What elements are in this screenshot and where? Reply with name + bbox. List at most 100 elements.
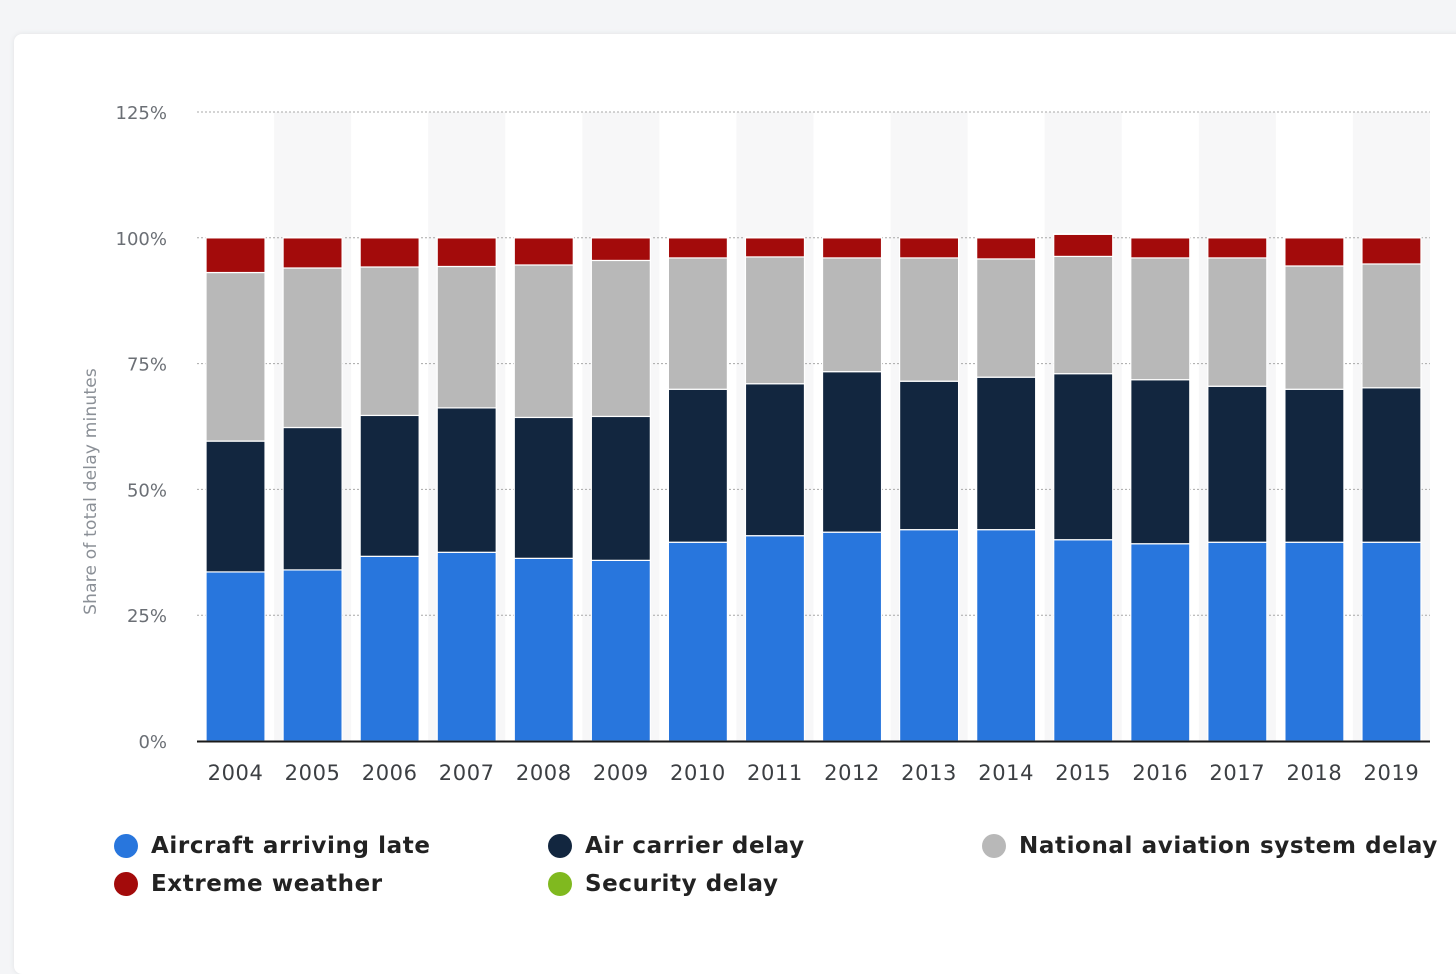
bar-2015-aircraft-arriving-late[interactable] xyxy=(1053,539,1114,742)
bar-2014-national-aviation-system-delay[interactable] xyxy=(976,258,1037,378)
bar-2016-aircraft-arriving-late[interactable] xyxy=(1130,543,1191,742)
bar-2012-national-aviation-system-delay[interactable] xyxy=(821,257,883,373)
legend: Aircraft arriving late Air carrier delay N… xyxy=(114,833,1438,897)
bar-2010-extreme-weather[interactable] xyxy=(667,237,729,259)
bar-2004-aircraft-arriving-late[interactable] xyxy=(205,571,266,742)
bar-2019-air-carrier-delay[interactable] xyxy=(1361,387,1422,543)
bar-2013-air-carrier-delay[interactable] xyxy=(898,380,960,531)
bar-2009-security-delay[interactable] xyxy=(590,236,651,239)
bar-2007-national-aviation-system-delay[interactable] xyxy=(436,265,497,409)
legend-item-air-carrier-delay[interactable]: Air carrier delay xyxy=(548,833,805,859)
legend-item-extreme-weather[interactable]: Extreme weather xyxy=(114,871,383,897)
bar-2008-national-aviation-system-delay[interactable] xyxy=(513,264,574,419)
bar-2010-security-delay[interactable] xyxy=(667,236,729,239)
bar-2018-air-carrier-delay[interactable] xyxy=(1284,388,1345,543)
bar-2004-air-carrier-delay[interactable] xyxy=(205,440,266,573)
bar-2006-aircraft-arriving-late[interactable] xyxy=(359,555,420,742)
bar-2015-national-aviation-system-delay[interactable] xyxy=(1053,255,1114,375)
bar-2009-air-carrier-delay[interactable] xyxy=(590,415,651,561)
bar-2018-extreme-weather[interactable] xyxy=(1284,237,1345,267)
legend-label: National aviation system delay xyxy=(1019,833,1438,859)
legend-item-security-delay[interactable]: Security delay xyxy=(548,871,779,897)
bar-2006-security-delay[interactable] xyxy=(359,236,420,239)
bar-2008-aircraft-arriving-late[interactable] xyxy=(513,557,574,742)
x-tick-label: 2012 xyxy=(824,761,880,785)
bar-2005-air-carrier-delay[interactable] xyxy=(282,426,343,571)
bar-2012-security-delay[interactable] xyxy=(821,236,883,239)
bar-2017-air-carrier-delay[interactable] xyxy=(1207,385,1268,543)
bar-2005-national-aviation-system-delay[interactable] xyxy=(282,267,343,429)
bar-2019-extreme-weather[interactable] xyxy=(1361,237,1422,265)
bar-2007-aircraft-arriving-late[interactable] xyxy=(436,551,497,742)
bar-2007-air-carrier-delay[interactable] xyxy=(436,407,497,553)
bar-2016-air-carrier-delay[interactable] xyxy=(1130,379,1191,545)
y-axis-ticks: 0% 25% 50% 75% 100% 125% xyxy=(116,103,167,753)
bar-2019-security-delay[interactable] xyxy=(1361,236,1422,239)
bar-2010-air-carrier-delay[interactable] xyxy=(667,388,729,543)
bar-2019-national-aviation-system-delay[interactable] xyxy=(1361,263,1422,389)
bar-2018-aircraft-arriving-late[interactable] xyxy=(1284,541,1345,742)
bar-2009-aircraft-arriving-late[interactable] xyxy=(590,559,651,742)
bar-2005-aircraft-arriving-late[interactable] xyxy=(282,569,343,742)
bar-2004-extreme-weather[interactable] xyxy=(205,237,266,274)
bar-2008-air-carrier-delay[interactable] xyxy=(513,416,574,559)
bar-2014-air-carrier-delay[interactable] xyxy=(976,376,1037,531)
bar-2013-national-aviation-system-delay[interactable] xyxy=(898,257,960,382)
bar-2009-national-aviation-system-delay[interactable] xyxy=(590,259,651,418)
bar-2007-extreme-weather[interactable] xyxy=(436,237,497,268)
bar-2010-national-aviation-system-delay[interactable] xyxy=(667,257,729,390)
bar-2012-aircraft-arriving-late[interactable] xyxy=(821,531,883,742)
bar-2004-security-delay[interactable] xyxy=(205,236,266,239)
bar-2006-air-carrier-delay[interactable] xyxy=(359,414,420,557)
bar-2015-air-carrier-delay[interactable] xyxy=(1053,373,1114,541)
bar-2005-extreme-weather[interactable] xyxy=(282,237,343,269)
bar-2017-national-aviation-system-delay[interactable] xyxy=(1207,257,1268,387)
bar-2008-extreme-weather[interactable] xyxy=(513,237,574,266)
bar-2016-extreme-weather[interactable] xyxy=(1130,237,1191,259)
x-axis-ticks: 2004 2005 2006 2007 2008 2009 2010 2011 2012 2013… xyxy=(208,761,1420,785)
bar-2014-aircraft-arriving-late[interactable] xyxy=(976,529,1037,742)
bar-2013-aircraft-arriving-late[interactable] xyxy=(898,529,960,742)
bar-2019-aircraft-arriving-late[interactable] xyxy=(1361,541,1422,742)
bar-2015-security-delay[interactable] xyxy=(1053,233,1114,235)
x-tick-label: 2015 xyxy=(1055,761,1111,785)
legend-item-aircraft-arriving-late[interactable]: Aircraft arriving late xyxy=(114,833,431,859)
bar-2011-security-delay[interactable] xyxy=(744,236,806,239)
bar-2018-national-aviation-system-delay[interactable] xyxy=(1284,265,1345,390)
x-tick-label: 2013 xyxy=(901,761,957,785)
bar-2014-extreme-weather[interactable] xyxy=(976,237,1037,260)
bar-2011-air-carrier-delay[interactable] xyxy=(744,383,806,537)
bar-2011-aircraft-arriving-late[interactable] xyxy=(744,535,806,742)
bar-2004-national-aviation-system-delay[interactable] xyxy=(205,271,266,442)
bar-2017-aircraft-arriving-late[interactable] xyxy=(1207,541,1268,742)
bar-2017-security-delay[interactable] xyxy=(1207,236,1268,239)
bar-2014-security-delay[interactable] xyxy=(976,236,1037,239)
bar-2013-extreme-weather[interactable] xyxy=(898,237,960,259)
x-tick-label: 2017 xyxy=(1209,761,1265,785)
bar-2006-national-aviation-system-delay[interactable] xyxy=(359,266,420,417)
legend-swatch-icon xyxy=(114,872,138,896)
bar-2016-national-aviation-system-delay[interactable] xyxy=(1130,257,1191,381)
legend-label: Extreme weather xyxy=(151,871,383,897)
bar-2006-extreme-weather[interactable] xyxy=(359,237,420,268)
bar-2009-extreme-weather[interactable] xyxy=(590,237,651,262)
bar-2017-extreme-weather[interactable] xyxy=(1207,237,1268,259)
bar-2007-security-delay[interactable] xyxy=(436,236,497,239)
bar-2011-national-aviation-system-delay[interactable] xyxy=(744,256,806,385)
y-tick-label: 100% xyxy=(116,229,167,250)
bar-2016-security-delay[interactable] xyxy=(1130,236,1191,239)
bar-2012-air-carrier-delay[interactable] xyxy=(821,371,883,533)
bar-2010-aircraft-arriving-late[interactable] xyxy=(667,541,729,742)
legend-swatch-icon xyxy=(114,834,138,858)
bar-2011-extreme-weather[interactable] xyxy=(744,237,806,258)
legend-item-national-aviation-system-delay[interactable]: National aviation system delay xyxy=(982,833,1438,859)
bar-2018-security-delay[interactable] xyxy=(1284,236,1345,239)
y-axis-label: Share of total delay minutes xyxy=(81,368,101,615)
bar-2013-security-delay[interactable] xyxy=(898,236,960,239)
bars xyxy=(205,233,1422,742)
x-tick-label: 2019 xyxy=(1364,761,1420,785)
bar-2012-extreme-weather[interactable] xyxy=(821,237,883,259)
bar-2005-security-delay[interactable] xyxy=(282,236,343,239)
bar-2008-security-delay[interactable] xyxy=(513,236,574,239)
bar-2015-extreme-weather[interactable] xyxy=(1053,233,1114,258)
